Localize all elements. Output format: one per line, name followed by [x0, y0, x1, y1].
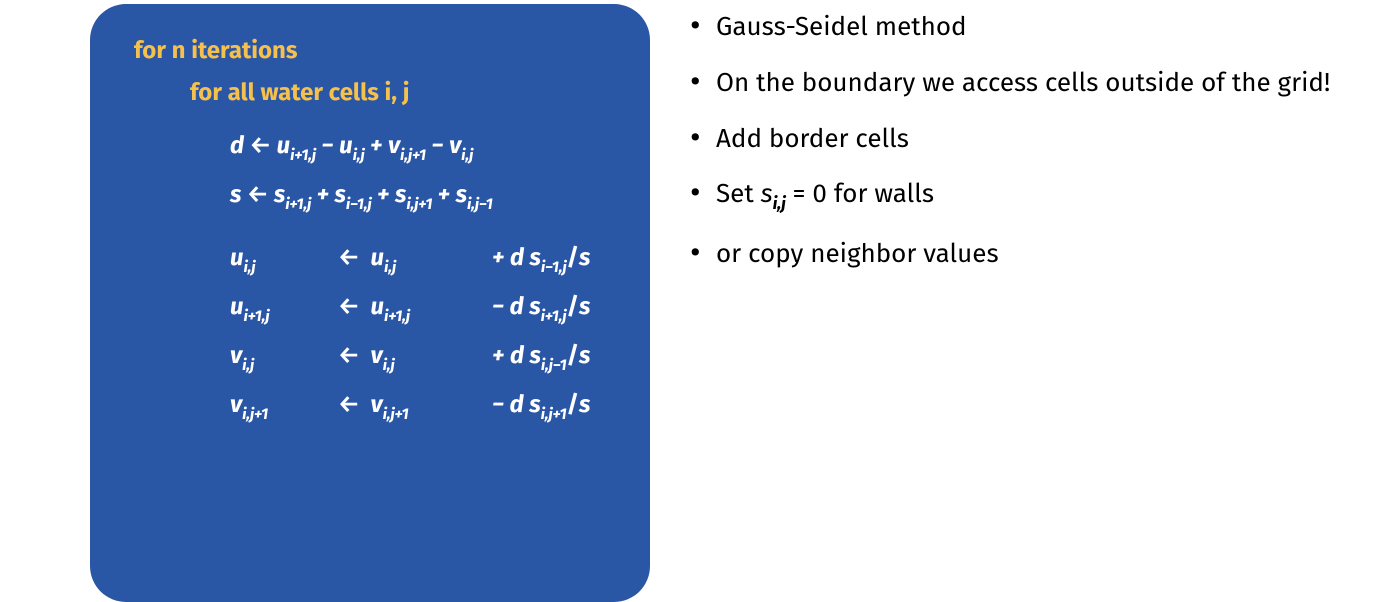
s-t3v: s: [395, 181, 406, 209]
d-t1v: u: [277, 132, 291, 160]
s-t2s: i−1,j: [346, 195, 372, 214]
s-t4v: s: [456, 181, 467, 209]
upd-rhs: ← ui,j: [338, 245, 492, 276]
ssum-line: s ← si+1,j + si−1,j + si,j+1 + si,j−1: [134, 182, 610, 213]
update-line: vi,j← vi,j+ d si,j−1/s: [230, 343, 610, 374]
d-t3v: v: [388, 132, 400, 160]
upd-lhs: ui+1,j: [230, 294, 338, 325]
minus: −: [316, 132, 339, 160]
update-line: vi,j+1← vi,j+1− d si,j+1/s: [230, 392, 610, 423]
s-lhs: s: [230, 181, 241, 209]
notes-item: Gauss-Seidel method: [690, 10, 1335, 44]
loop-outer-kw: for: [134, 37, 172, 65]
s-t3s: i,j+1: [406, 195, 432, 214]
s-t2v: s: [335, 181, 346, 209]
upd-rhs: ← ui+1,j: [338, 294, 492, 325]
loop-outer-rest: iterations: [186, 37, 298, 65]
s-t1v: s: [274, 181, 285, 209]
d-t2s: i,j: [353, 146, 365, 165]
upd-term: − d si+1,j/s: [492, 294, 590, 325]
loop-outer: for n iterations: [134, 38, 610, 66]
s-t1s: i+1,j: [285, 195, 311, 214]
loop-outer-var: n: [172, 37, 186, 65]
upd-term: + d si−1,j/s: [492, 245, 590, 276]
notes-item: or copy neighbor values: [690, 237, 1335, 271]
plus2: +: [311, 181, 334, 209]
upd-rhs: ← vi,j: [338, 343, 492, 374]
plus: +: [365, 132, 388, 160]
d-t4v: v: [449, 132, 461, 160]
arrow-icon-2: ←: [247, 182, 269, 210]
upd-term: − d si,j+1/s: [492, 392, 590, 423]
d-t2v: u: [339, 132, 353, 160]
divergence-line: d ← ui+1,j − ui,j + vi,j+1 − vi,j: [134, 133, 610, 164]
loop-inner-kw: for all water cells: [190, 79, 384, 107]
update-line: ui,j← ui,j+ d si−1,j/s: [230, 245, 610, 276]
d-t1s: i+1,j: [290, 146, 316, 165]
upd-rhs: ← vi,j+1: [338, 392, 492, 423]
upd-lhs: vi,j+1: [230, 392, 338, 423]
notes-item: On the boundary we access cells outside …: [690, 66, 1335, 100]
plus4: +: [432, 181, 455, 209]
loop-inner: for all water cells i, j: [134, 80, 610, 108]
pseudocode-box: for n iterations for all water cells i, …: [90, 4, 650, 602]
notes-item: Add border cells: [690, 122, 1335, 156]
notes-item: Set si,j = 0 for walls: [690, 177, 1335, 214]
slide: for n iterations for all water cells i, …: [0, 0, 1375, 602]
update-line: ui+1,j← ui+1,j− d si+1,j/s: [230, 294, 610, 325]
loop-inner-var: i, j: [384, 79, 409, 107]
d-lhs: d: [230, 132, 244, 160]
plus3: +: [372, 181, 395, 209]
d-t4s: i,j: [461, 146, 473, 165]
upd-lhs: vi,j: [230, 343, 338, 374]
arrow-icon: ←: [250, 133, 272, 161]
d-t3s: i,j+1: [400, 146, 426, 165]
s-t4s: i,j−1: [467, 195, 493, 214]
upd-lhs: ui,j: [230, 245, 338, 276]
minus2: −: [426, 132, 449, 160]
notes-list: Gauss-Seidel method On the boundary we ac…: [690, 10, 1335, 271]
notes-panel: Gauss-Seidel method On the boundary we ac…: [650, 0, 1335, 602]
update-lines: ui,j← ui,j+ d si−1,j/sui+1,j← ui+1,j− d …: [134, 245, 610, 423]
upd-term: + d si,j−1/s: [492, 343, 590, 374]
